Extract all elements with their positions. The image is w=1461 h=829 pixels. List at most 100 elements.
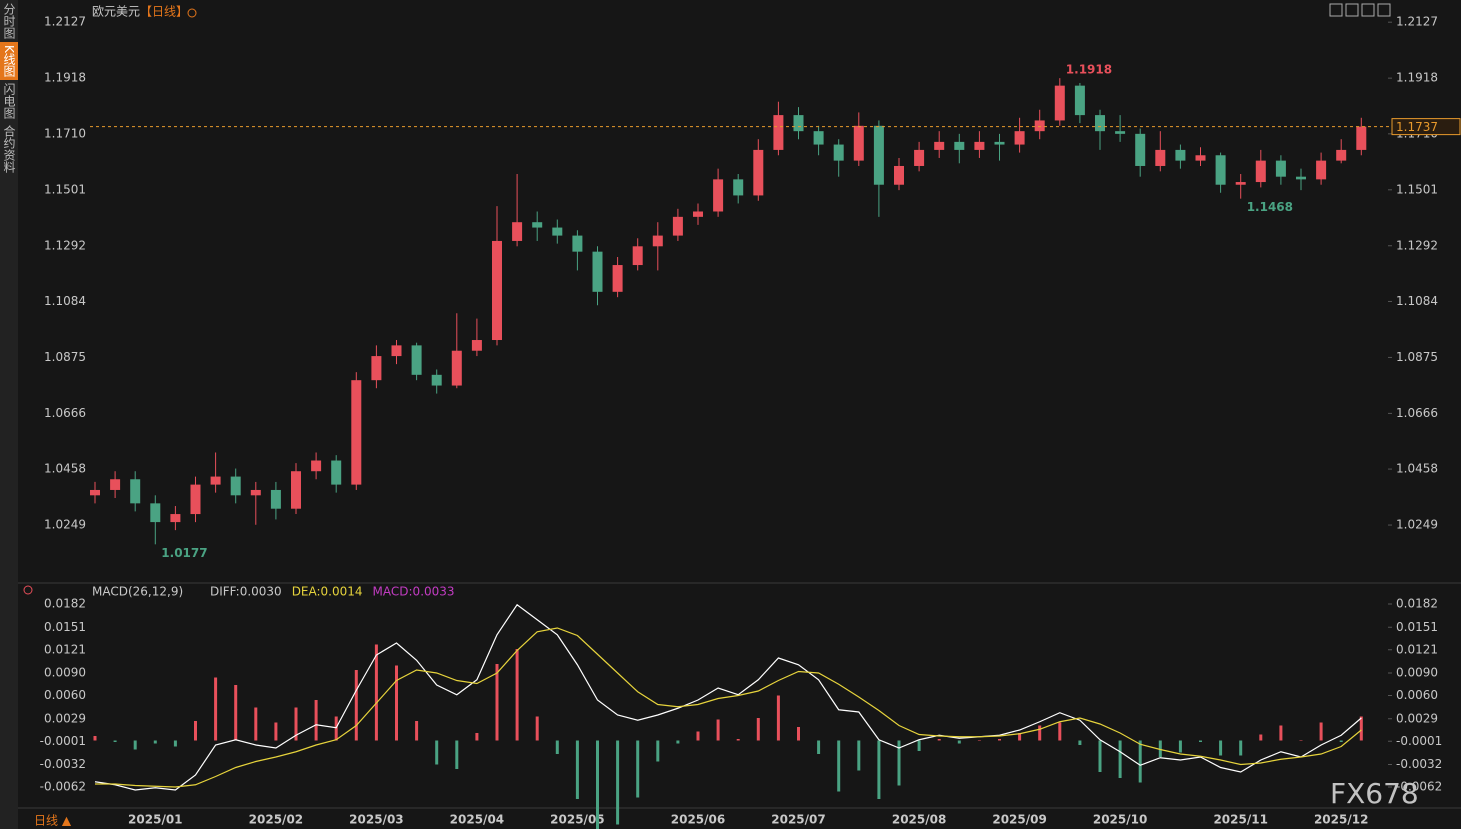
chart-title: 欧元美元	[92, 5, 140, 19]
candle-body	[291, 471, 301, 509]
macd-bar	[1219, 740, 1223, 756]
x-tick-label: 2025/12	[1314, 813, 1368, 827]
macd-bar	[535, 716, 539, 741]
macd-bar	[1018, 733, 1022, 741]
tab[interactable]: K线图	[0, 42, 18, 80]
macd-bar	[917, 740, 921, 751]
tool-icon[interactable]	[1329, 3, 1343, 17]
y-tick-label: 1.1292	[1396, 238, 1438, 252]
macd-bar	[756, 718, 760, 741]
macd-bar	[857, 740, 861, 771]
macd-bar	[395, 665, 398, 741]
macd-bar	[1038, 725, 1042, 741]
y-tick-label: 0.0151	[1396, 620, 1438, 634]
macd-bar	[254, 707, 258, 741]
y-tick-label: 1.0875	[1396, 350, 1438, 364]
macd-bar	[1138, 740, 1142, 783]
macd-bar	[1158, 740, 1162, 757]
candle-body	[873, 125, 884, 185]
macd-bar	[616, 740, 620, 825]
chart-subtitle[interactable]: 【日线】	[140, 5, 188, 19]
candle-body	[250, 489, 261, 496]
candle-body	[974, 141, 985, 150]
y-tick-label: 1.0875	[44, 350, 86, 364]
candle-body	[391, 345, 402, 357]
macd-bar	[455, 740, 459, 769]
legend-entry: DEA:0.0014	[292, 585, 363, 599]
tab[interactable]: 合约资料	[2, 124, 16, 173]
y-tick-label: 1.1292	[44, 238, 86, 252]
macd-bar	[153, 740, 157, 744]
macd-bar	[877, 740, 881, 799]
y-tick-label: 1.0666	[1396, 406, 1438, 420]
candle-body	[170, 514, 181, 523]
x-tick-label: 2025/01	[128, 813, 182, 827]
tool-icon[interactable]	[1345, 3, 1359, 17]
candle-body	[612, 265, 623, 292]
macd-bar	[797, 727, 800, 741]
macd-bar	[173, 740, 177, 747]
macd-bar	[334, 716, 338, 741]
watermark: FX678	[1330, 777, 1419, 810]
y-tick-label: -0.0001	[40, 734, 86, 748]
macd-bar	[1118, 740, 1122, 778]
low-annotation: 1.0177	[161, 546, 207, 560]
macd-bar	[93, 736, 97, 741]
candle-body	[230, 476, 241, 496]
candle-body	[572, 235, 583, 252]
candle-body	[894, 165, 904, 185]
macd-bar	[1199, 740, 1202, 742]
candle-body	[1235, 182, 1246, 185]
candle-body	[753, 149, 764, 196]
candle-body	[150, 503, 161, 523]
y-tick-label: -0.0062	[1396, 780, 1442, 794]
legend-entry: DIFF:0.0030	[210, 585, 282, 599]
candle-body	[1255, 160, 1266, 183]
macd-bar	[374, 644, 378, 741]
y-tick-label: 1.1501	[1396, 182, 1438, 196]
macd-line	[94, 603, 1362, 791]
y-tick-label: 0.0029	[1396, 711, 1438, 725]
y-tick-label: 1.1084	[44, 294, 86, 308]
tab[interactable]: 分时图	[2, 3, 16, 39]
add-icon[interactable]	[187, 8, 197, 18]
period-selector[interactable]: 日线 ▲	[34, 814, 72, 828]
macd-bar	[596, 740, 599, 829]
tool-icon[interactable]	[1361, 3, 1375, 17]
candle-body	[693, 211, 703, 217]
indicator-icon[interactable]	[23, 585, 33, 595]
y-tick-label: 1.2127	[44, 15, 86, 29]
candle-body	[713, 179, 724, 212]
macd-bar	[415, 721, 419, 741]
y-tick-label: 0.0151	[44, 620, 86, 634]
macd-bar	[636, 740, 640, 798]
macd-bar	[294, 707, 298, 741]
low-annotation: 1.1468	[1247, 200, 1293, 214]
x-tick-label: 2025/11	[1213, 813, 1267, 827]
y-tick-label: 1.0458	[1396, 462, 1438, 476]
macd-bar	[515, 649, 519, 741]
y-tick-label: 1.0666	[44, 406, 86, 420]
y-tick-label: 0.0090	[1396, 666, 1438, 680]
candle-body	[592, 251, 603, 292]
candle-body	[1316, 160, 1327, 180]
candle-body	[1014, 131, 1025, 145]
macd-bar	[977, 740, 981, 741]
candle-body	[90, 489, 100, 496]
macd-bar	[1078, 740, 1082, 745]
macd-bar	[1178, 740, 1182, 753]
candle-body	[672, 216, 683, 236]
candle-body	[773, 115, 784, 150]
macd-bar	[817, 740, 821, 754]
macd-bar	[1259, 734, 1263, 741]
macd-bar	[555, 740, 559, 754]
y-tick-label: 1.0249	[44, 518, 86, 532]
candle-body	[110, 479, 121, 490]
candle-body	[1054, 85, 1065, 121]
candle-body	[552, 227, 563, 236]
tab[interactable]: 闪电图	[2, 82, 16, 119]
candle-body	[1195, 155, 1206, 161]
candle-body	[994, 141, 1005, 145]
tool-icon[interactable]	[1377, 3, 1391, 17]
candle-body	[632, 246, 643, 266]
